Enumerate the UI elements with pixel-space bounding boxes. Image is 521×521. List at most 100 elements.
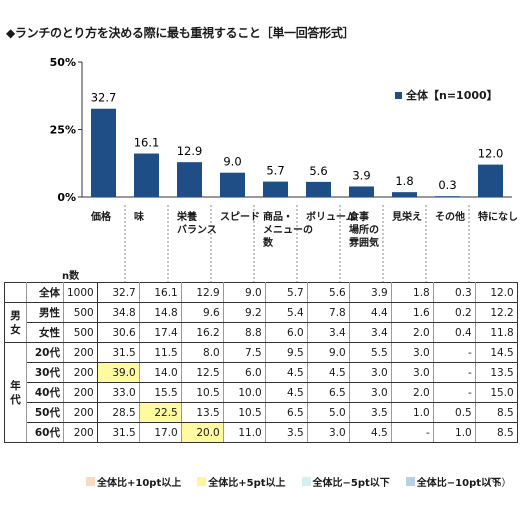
category-label: スピード <box>220 211 260 224</box>
group-label-char: 男 <box>10 309 21 322</box>
n-count-cell: 200 <box>63 342 98 363</box>
value-cell: 5.4 <box>265 302 308 323</box>
group-cell <box>4 282 27 303</box>
row-label: 女性 <box>26 322 64 343</box>
bar <box>478 164 503 197</box>
value-cell: - <box>391 422 434 443</box>
group-label-char: 女 <box>10 323 21 336</box>
value-cell: 1.6 <box>391 302 434 323</box>
value-cell: 1.0 <box>433 422 476 443</box>
bar-value-label: 32.7 <box>91 91 117 105</box>
value-cell: 9.0 <box>307 342 350 363</box>
bar-value-label: 0.3 <box>438 178 456 192</box>
value-cell: 16.1 <box>139 282 182 303</box>
value-cell: 7.5 <box>223 342 266 363</box>
value-cell: 8.8 <box>223 322 266 343</box>
page-title: ◆ランチのとり方を決める際に最も重視すること［単一回答形式］ <box>6 26 355 40</box>
value-cell: 34.8 <box>97 302 140 323</box>
category-label: 価格 <box>91 211 111 224</box>
bar <box>220 172 245 197</box>
table-row: 40代 200 33.0 15.5 10.5 10.0 4.5 6.5 3.0 2.0-15.0 <box>5 382 518 403</box>
value-cell: 12.9 <box>181 282 224 303</box>
value-cell: - <box>433 342 476 363</box>
bar-value-label: 5.6 <box>309 164 327 178</box>
bar <box>435 196 460 197</box>
key-label: 全体比−10pt以下 <box>416 478 502 489</box>
value-cell: 4.5 <box>265 362 308 383</box>
legend-swatch <box>395 91 402 99</box>
bar-value-label: 9.0 <box>223 155 241 169</box>
value-cell: 15.5 <box>139 382 182 403</box>
row-label: 30代 <box>26 362 64 383</box>
bar <box>306 181 331 197</box>
category-label-line: その他 <box>435 212 465 223</box>
key-swatch <box>197 477 207 486</box>
value-cell: 5.0 <box>307 402 350 423</box>
table-row: 全体 1000 32.7 16.1 12.9 9.0 5.7 5.6 3.9 1.8 0.3 12.0 <box>4 282 518 303</box>
value-cell: 3.0 <box>307 422 350 443</box>
n-count-cell: 1000 <box>63 282 98 303</box>
value-cell: 14.0 <box>139 362 182 383</box>
bar-value-label: 1.8 <box>395 174 413 188</box>
value-cell: 10.0 <box>223 382 266 403</box>
value-cell: 12.5 <box>181 362 224 383</box>
category-label: 味 <box>134 211 144 224</box>
key-swatch <box>86 477 95 486</box>
value-cell: 15.0 <box>475 382 518 403</box>
n-count-cell: 500 <box>63 302 98 323</box>
bar <box>177 162 202 197</box>
n-count-cell: 200 <box>63 422 98 443</box>
table-row: 女性 500 30.6 17.4 16.2 8.8 6.0 3.4 3.4 2.0 0.4 11.8 <box>5 322 518 343</box>
bar <box>134 153 159 197</box>
value-cell: 13.5 <box>475 362 518 383</box>
category-label: 商品・ メニューの数 <box>263 211 313 250</box>
y-tick-label: 25% <box>50 124 76 137</box>
category-label: 見栄え <box>392 211 422 224</box>
bar <box>392 192 417 197</box>
value-cell: 4.5 <box>349 422 392 443</box>
category-label-line: 場所の <box>349 225 379 236</box>
value-cell: 3.0 <box>391 342 434 363</box>
n-count-cell: 200 <box>63 382 98 403</box>
n-count-header: n数 <box>62 271 80 282</box>
value-cell: 2.0 <box>391 322 434 343</box>
value-cell: 30.6 <box>97 322 140 343</box>
category-label: その他 <box>435 211 465 224</box>
category-label-line: 特になし <box>478 212 518 223</box>
bar <box>263 181 288 197</box>
category-label-line: 価格 <box>91 212 111 223</box>
category-label-line: 数 <box>263 238 273 249</box>
category-label: ボリューム <box>306 211 356 224</box>
table-row: 60代 200 31.5 17.0 20.0 11.0 3.5 3.0 4.5-1.0 8.5 <box>5 422 518 443</box>
chart-legend: 全体【n=1000】 <box>395 87 498 103</box>
table-row: 50代 200 28.5 22.5 13.5 10.5 6.5 5.0 3.5 1.0 0.5 8.5 <box>5 402 518 423</box>
table-row: 年代 20代 200 31.5 11.5 8.0 7.5 9.5 9.0 5.5 3.0-14.5 <box>4 342 518 443</box>
value-cell: 0.4 <box>433 322 476 343</box>
value-cell: 3.4 <box>349 322 392 343</box>
row-label: 40代 <box>26 382 64 403</box>
category-label-line: 商品・ <box>263 212 293 223</box>
category-label-line: スピード <box>220 212 260 223</box>
value-cell: 11.0 <box>223 422 266 443</box>
row-label: 50代 <box>26 402 64 423</box>
y-tick-label: 50% <box>50 56 76 69</box>
value-cell: 17.4 <box>139 322 182 343</box>
bar-chart: 0% 25% 50% 32.7 16.1 12.9 9.0 5.7 5.6 3.9 1.8 0.3 12… <box>50 56 512 282</box>
category-label-line: 雰囲気 <box>349 238 379 249</box>
key-item: 全体比−5pt以下 <box>301 474 390 489</box>
value-cell: 3.4 <box>307 322 350 343</box>
group-label-char: 年 <box>10 379 21 392</box>
value-cell: 0.5 <box>433 402 476 423</box>
value-cell: 0.3 <box>433 282 476 303</box>
value-cell: - <box>433 362 476 383</box>
category-label-line: ボリューム <box>306 212 356 223</box>
bar <box>349 186 374 197</box>
key-swatch <box>405 477 415 486</box>
table-row: 30代 200 39.0 14.0 12.5 6.0 4.5 4.5 3.0 3.0-13.5 <box>5 362 518 383</box>
value-cell: 5.7 <box>265 282 308 303</box>
bar-value-label: 3.9 <box>352 168 370 182</box>
value-cell: 7.8 <box>307 302 350 323</box>
value-cell: 3.0 <box>391 362 434 383</box>
category-label-line: 見栄え <box>392 212 422 223</box>
key-label: 全体比−5pt以下 <box>312 478 390 489</box>
